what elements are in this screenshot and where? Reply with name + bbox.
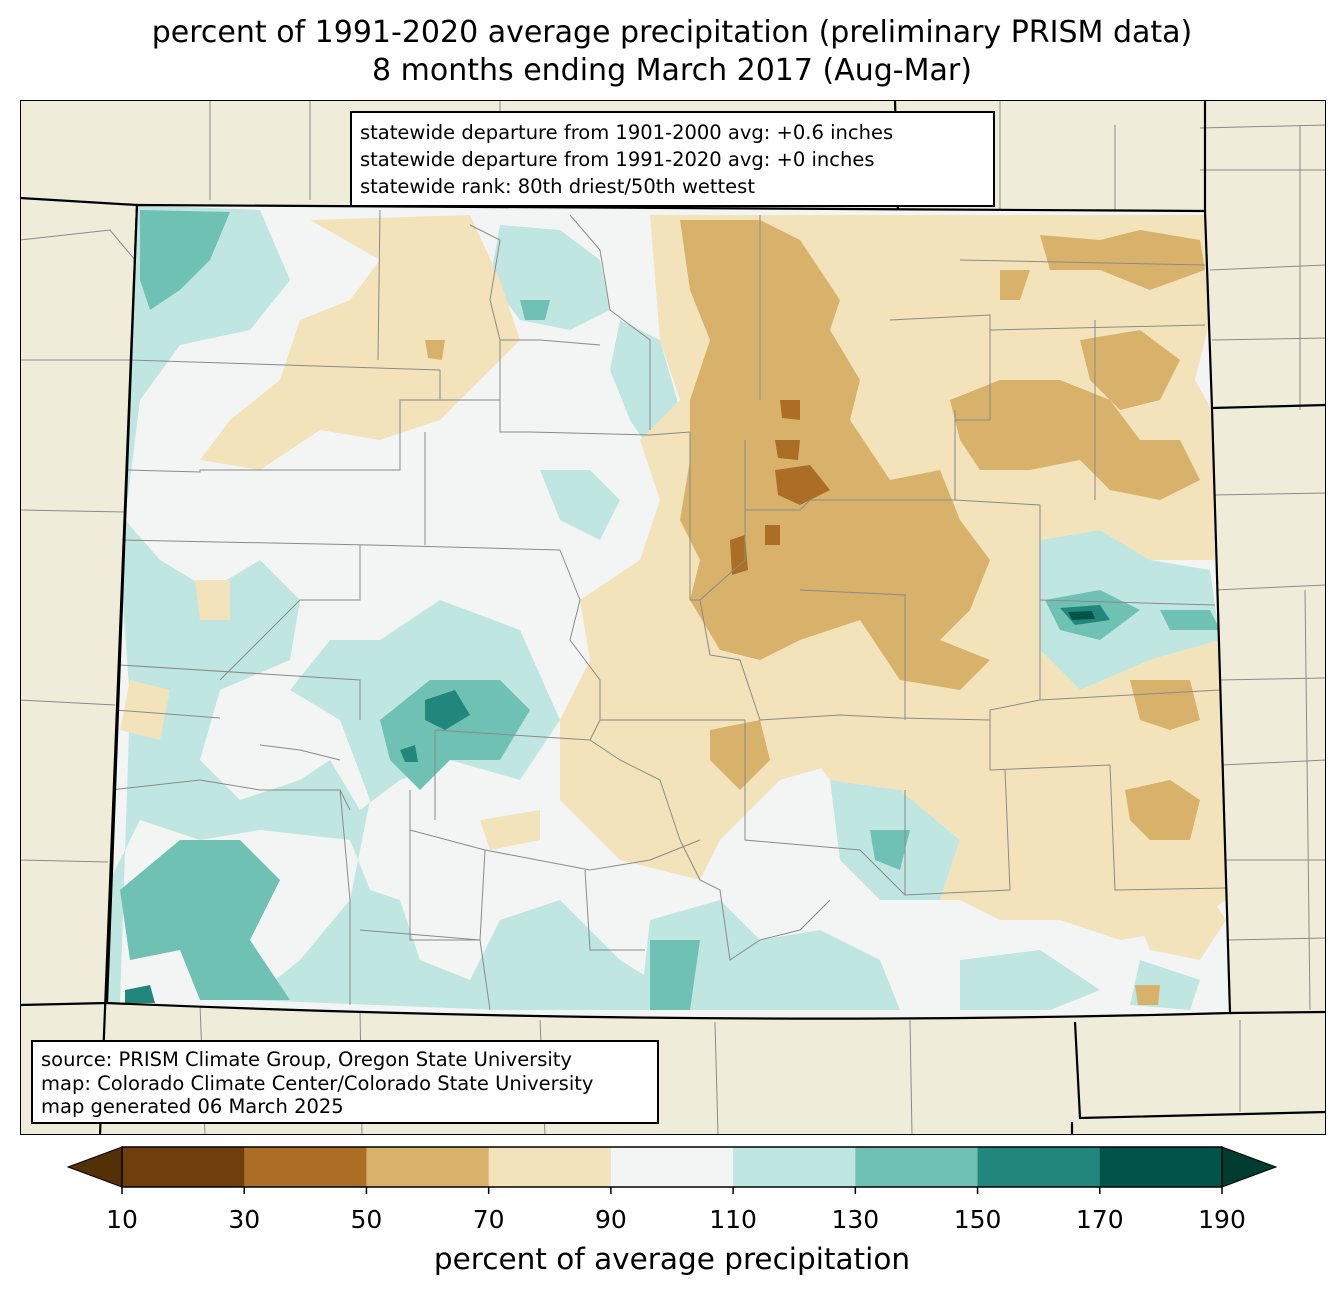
colorbar-label: percent of average precipitation — [433, 1242, 911, 1276]
colorbar-under-arrow — [66, 1146, 123, 1188]
colorbar-segment — [366, 1147, 490, 1187]
county-lines — [109, 209, 1229, 1011]
colorbar-segment — [977, 1147, 1101, 1187]
wetter-areas — [120, 210, 1220, 1010]
colorbar-tick-label: 70 — [472, 1205, 505, 1234]
colorbar-tick-label: 150 — [953, 1205, 1002, 1234]
colorbar-segment — [122, 1147, 245, 1187]
much-drier-areas — [730, 400, 830, 575]
colorbar-segment — [610, 1147, 734, 1187]
source-box: source: PRISM Climate Group, Oregon Stat… — [31, 1040, 659, 1124]
colorado-outline — [105, 203, 1232, 1020]
stats-rank: statewide rank: 80th driest/50th wettest — [360, 175, 755, 198]
colorbar-tick-label: 130 — [831, 1205, 880, 1234]
source-line-1: source: PRISM Climate Group, Oregon Stat… — [41, 1048, 572, 1071]
colorbar-segment — [488, 1147, 612, 1187]
wettest-areas — [125, 605, 1110, 1003]
colorbar-segment — [244, 1147, 367, 1187]
colorbar-segment — [1099, 1147, 1223, 1187]
colorbar-outline — [121, 1146, 1223, 1188]
colorbar-tick-label: 110 — [709, 1205, 757, 1234]
stats-departure-1991: statewide departure from 1991-2020 avg: … — [360, 148, 875, 171]
stats-departure-1901: statewide departure from 1901-2000 avg: … — [360, 121, 894, 144]
colorado-precip-field — [107, 205, 1230, 1019]
colorbar-segment — [855, 1147, 979, 1187]
colorbar — [66, 1146, 1278, 1194]
colorbar-over-arrow — [1221, 1146, 1278, 1188]
colorbar-tick-label: 190 — [1198, 1205, 1246, 1234]
map-title: percent of 1991-2020 average precipitati… — [0, 14, 1344, 90]
colorbar-tick-label: 90 — [594, 1205, 627, 1234]
source-line-2: map: Colorado Climate Center/Colorado St… — [41, 1071, 594, 1095]
title-line-1: percent of 1991-2020 average precipitati… — [151, 15, 1193, 50]
precipitation-map — [20, 100, 1326, 1135]
source-line-3: map generated 06 March 2025 — [41, 1095, 344, 1118]
title-line-2: 8 months ending March 2017 (Aug-Mar) — [372, 53, 972, 88]
statewide-stats-box: statewide departure from 1901-2000 avg: … — [350, 111, 995, 207]
colorbar-tick-label: 50 — [350, 1205, 383, 1234]
colorbar-tick-label: 10 — [106, 1205, 138, 1234]
colorbar-tick-label: 30 — [228, 1205, 261, 1234]
drier-areas — [425, 220, 1205, 1005]
colorbar-segment — [733, 1147, 856, 1187]
colorbar-tick-label: 170 — [1075, 1205, 1124, 1234]
